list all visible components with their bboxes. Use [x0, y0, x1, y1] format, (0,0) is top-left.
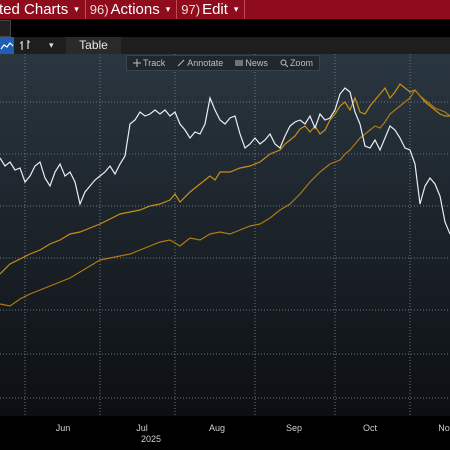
menu-edit-number: 97): [181, 2, 201, 17]
x-tick-sep: Sep: [285, 423, 303, 433]
menu-charts[interactable]: ted Charts ▾: [0, 0, 86, 19]
annotate-label: Annotate: [187, 58, 224, 68]
news-icon: [235, 60, 244, 66]
price-chart: [0, 54, 450, 416]
x-axis: [0, 416, 450, 450]
ohlc-bar-icon: [20, 40, 30, 50]
menu-actions-number: 96): [89, 2, 109, 17]
chevron-down-icon: ▾: [74, 4, 79, 14]
chevron-down-icon: ▾: [233, 4, 239, 14]
menu-edit-label: Edit: [202, 1, 228, 18]
menu-edit[interactable]: 97) Edit ▾: [177, 0, 246, 19]
chart-area[interactable]: [0, 54, 450, 416]
chevron-down-icon: ▾: [165, 4, 171, 14]
crosshair-icon: [133, 59, 142, 67]
chart-type-dropdown[interactable]: ▾: [49, 40, 54, 50]
line-chart-icon: [0, 42, 14, 50]
news-label: News: [245, 58, 268, 68]
x-tick-jul: Jul: [136, 423, 148, 433]
menu-actions-label: Actions: [110, 1, 160, 18]
menu-actions[interactable]: 96) Actions ▾: [86, 0, 178, 19]
x-axis-year: 2025: [140, 434, 162, 444]
zoom-label: Zoom: [289, 58, 313, 68]
bar-chart-button[interactable]: [18, 37, 38, 54]
track-tool[interactable]: Track: [133, 58, 165, 68]
x-tick-jun: Jun: [55, 423, 71, 433]
series-gold-lower: [0, 88, 450, 307]
track-label: Track: [143, 58, 166, 68]
line-chart-button[interactable]: [0, 37, 14, 54]
series-white: [0, 87, 450, 235]
series-gold-upper: [0, 83, 450, 275]
table-button[interactable]: Table: [66, 37, 121, 54]
chart-tools-bar: Track Annotate News Zoom: [126, 55, 320, 71]
x-tick-aug: Aug: [208, 423, 226, 433]
magnifier-icon: [280, 59, 288, 67]
pencil-icon: [177, 59, 185, 67]
chart-tab[interactable]: [0, 20, 11, 37]
menu-charts-label: ted Charts: [0, 1, 69, 18]
zoom-tool[interactable]: Zoom: [280, 58, 313, 68]
x-tick-oct: Oct: [362, 423, 378, 433]
menu-bar: ted Charts ▾ 96) Actions ▾ 97) Edit ▾: [0, 0, 450, 19]
x-tick-nov: No: [438, 423, 450, 433]
annotate-tool[interactable]: Annotate: [177, 58, 223, 68]
news-tool[interactable]: News: [235, 58, 268, 68]
gridlines: [0, 54, 450, 416]
tab-strip: [0, 19, 450, 37]
